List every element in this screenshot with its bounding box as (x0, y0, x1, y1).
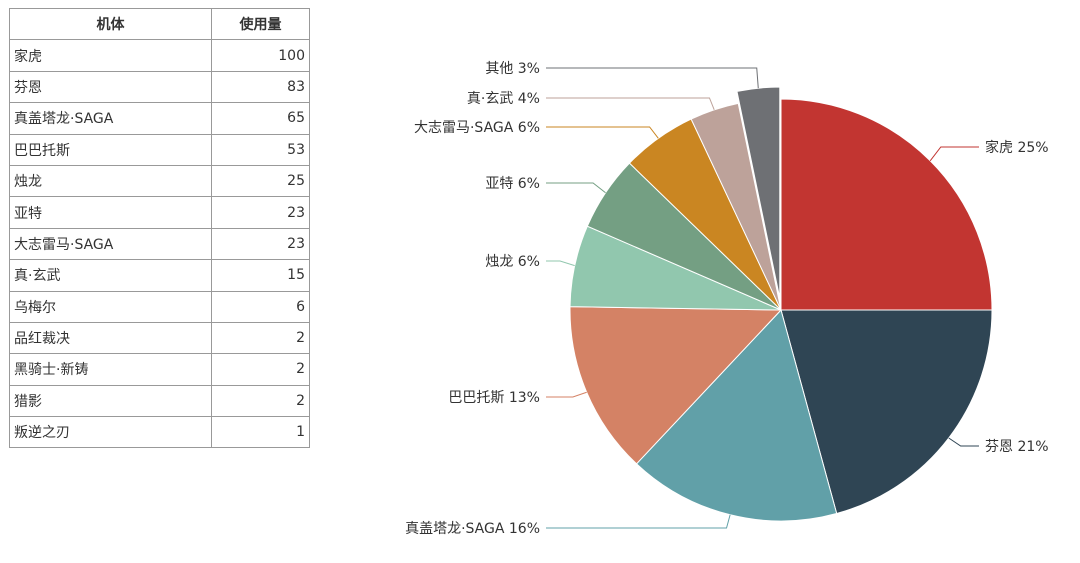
label-leader-line (546, 182, 606, 194)
table-header-row: 机体 使用量 (9, 7, 310, 41)
mech-name: 黑骑士·新铸 (9, 353, 212, 386)
table-row: 真·玄武 15 (9, 259, 310, 292)
slice-label: 其他 3% (485, 61, 540, 77)
mech-name: 真盖塔龙·SAGA (9, 102, 212, 135)
pie-slice[interactable] (569, 306, 783, 465)
mech-name: 烛龙 (9, 164, 212, 198)
usage-count: 25 (211, 164, 310, 198)
usage-count: 83 (211, 70, 310, 104)
table-row: 芬恩 83 (9, 70, 310, 104)
usage-count: 23 (211, 227, 310, 261)
usage-count: 53 (211, 133, 310, 166)
label-leader-line (929, 146, 979, 162)
table-row: 家虎 100 (9, 39, 310, 72)
label-leader-line (546, 514, 731, 529)
label-leader-line (546, 391, 587, 398)
usage-count: 23 (211, 196, 310, 229)
pie-slice[interactable] (780, 98, 993, 311)
label-leader-line (546, 126, 659, 139)
mech-name: 巴巴托斯 (9, 133, 212, 166)
mech-name: 真·玄武 (9, 259, 212, 292)
table-row: 亚特 23 (9, 196, 310, 229)
table-row: 巴巴托斯 53 (9, 133, 310, 166)
label-leader-line (546, 97, 715, 111)
label-leader-line (546, 67, 759, 89)
label-leader-line (546, 260, 575, 267)
usage-count: 6 (211, 290, 310, 323)
pie-slice[interactable] (635, 309, 838, 522)
mech-name: 大志雷马·SAGA (9, 227, 212, 261)
pie-slice[interactable] (690, 102, 782, 311)
table-row: 烛龙 25 (9, 164, 310, 198)
usage-table: 机体 使用量 家虎 100 芬恩 83 真盖塔龙·SAGA 65 巴巴托斯 53 烛龙 25 亚特 2… (9, 7, 310, 449)
pie-slice[interactable] (780, 309, 993, 515)
mech-name: 叛逆之刃 (9, 416, 212, 449)
mech-name: 亚特 (9, 196, 212, 229)
slice-label: 家虎 25% (985, 139, 1049, 156)
table-row: 叛逆之刃 1 (9, 416, 310, 449)
pie-slice[interactable] (736, 86, 781, 299)
header-usage: 使用量 (211, 7, 310, 41)
usage-count: 2 (211, 321, 310, 355)
slice-label: 烛龙 6% (485, 254, 540, 270)
table-row: 真盖塔龙·SAGA 65 (9, 102, 310, 135)
table-row: 大志雷马·SAGA 23 (9, 227, 310, 261)
slice-label: 真盖塔龙·SAGA 16% (405, 521, 540, 537)
usage-count: 2 (211, 384, 310, 418)
usage-count: 65 (211, 102, 310, 135)
slice-label: 大志雷马·SAGA 6% (414, 120, 540, 136)
usage-count: 1 (211, 416, 310, 449)
header-mech: 机体 (9, 7, 212, 41)
slice-label: 亚特 6% (485, 176, 540, 192)
table-row: 黑骑士·新铸 2 (9, 353, 310, 386)
usage-count: 2 (211, 353, 310, 386)
label-leader-line (948, 437, 979, 447)
slice-label: 巴巴托斯 13% (448, 390, 540, 406)
slice-label: 真·玄武 4% (467, 90, 540, 107)
usage-count: 100 (211, 39, 310, 72)
slice-label: 芬恩 21% (985, 439, 1049, 455)
